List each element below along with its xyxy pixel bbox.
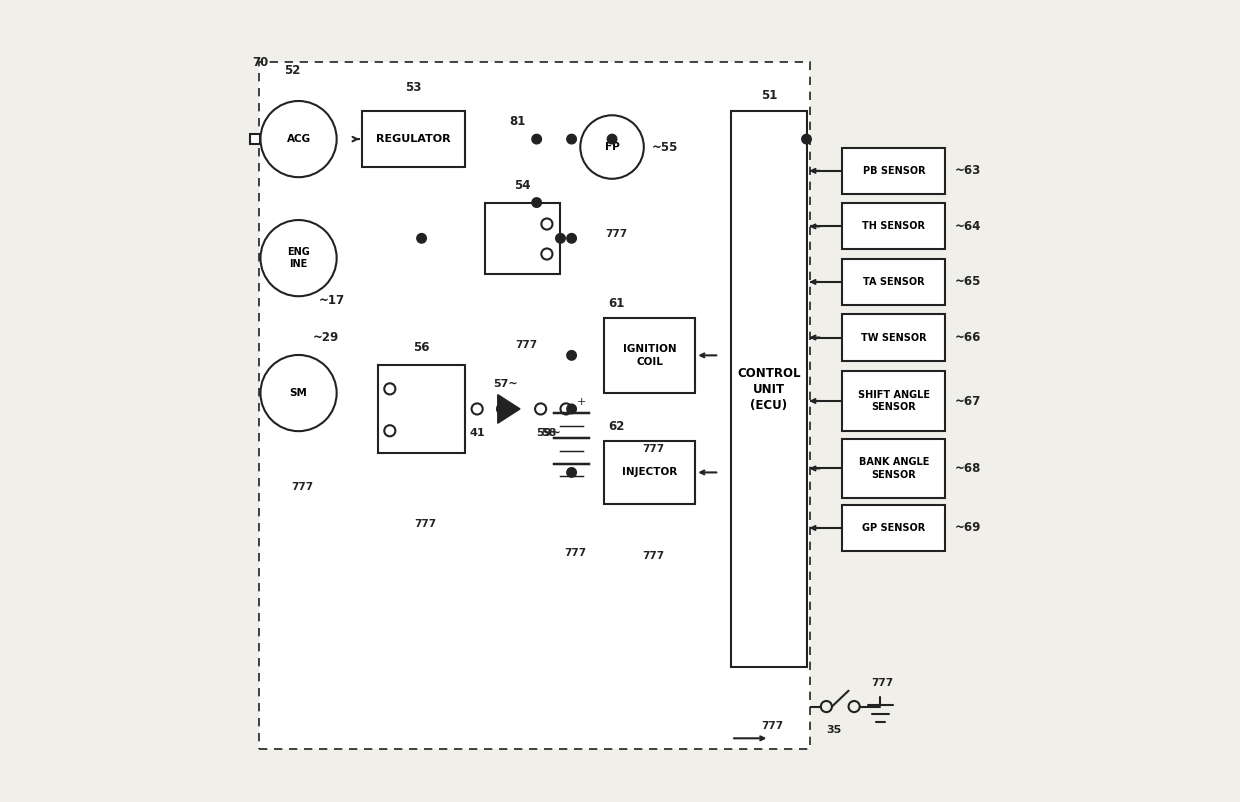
Text: 777: 777 (414, 519, 436, 529)
Text: 58: 58 (541, 427, 557, 438)
Bar (842, 204, 945, 249)
Circle shape (567, 350, 577, 360)
Bar (250, 134, 260, 144)
Bar (842, 314, 945, 361)
Bar (842, 439, 945, 498)
Text: 53: 53 (405, 81, 422, 94)
Text: 777: 777 (516, 340, 538, 350)
Circle shape (580, 115, 644, 179)
Text: TA SENSOR: TA SENSOR (863, 277, 925, 287)
Circle shape (260, 101, 337, 177)
Text: TH SENSOR: TH SENSOR (862, 221, 925, 232)
Circle shape (532, 198, 542, 208)
Bar (604, 318, 696, 393)
Text: ~63: ~63 (955, 164, 981, 177)
Text: ~65: ~65 (955, 275, 981, 289)
Circle shape (260, 355, 337, 431)
Text: SM: SM (290, 388, 308, 398)
Text: TW SENSOR: TW SENSOR (861, 333, 926, 342)
Bar (485, 203, 560, 274)
Text: 61: 61 (608, 297, 625, 310)
Text: INJECTOR: INJECTOR (622, 468, 677, 477)
Text: 51: 51 (760, 89, 777, 102)
Text: ~68: ~68 (955, 462, 981, 475)
Text: 777: 777 (761, 722, 784, 731)
Text: ~66: ~66 (955, 331, 981, 344)
Bar (732, 111, 806, 667)
Text: ~29: ~29 (312, 331, 339, 344)
Bar (842, 505, 945, 551)
Bar (259, 62, 811, 748)
Circle shape (802, 134, 811, 144)
Text: 81: 81 (508, 115, 526, 128)
Text: ENG
INE: ENG INE (288, 247, 310, 269)
Text: GP SENSOR: GP SENSOR (862, 523, 925, 533)
Text: ~55: ~55 (652, 140, 678, 153)
Text: FP: FP (605, 142, 620, 152)
Text: 35: 35 (827, 725, 842, 735)
Text: ~67: ~67 (955, 395, 981, 407)
Circle shape (417, 233, 427, 243)
Text: 70: 70 (253, 56, 269, 70)
Text: ACG: ACG (286, 134, 311, 144)
Bar (842, 259, 945, 305)
Text: 57~: 57~ (494, 379, 517, 388)
Circle shape (567, 233, 577, 243)
Circle shape (556, 233, 565, 243)
Bar (842, 148, 945, 194)
Text: 777: 777 (870, 678, 893, 688)
Bar (362, 111, 465, 167)
Text: 777: 777 (605, 229, 627, 239)
Text: CONTROL
UNIT
(ECU): CONTROL UNIT (ECU) (737, 367, 801, 411)
Text: REGULATOR: REGULATOR (376, 134, 451, 144)
Text: +: + (577, 397, 585, 407)
Bar (842, 371, 945, 431)
Bar (378, 365, 465, 452)
Text: ~64: ~64 (955, 220, 981, 233)
Text: IGNITION
COIL: IGNITION COIL (622, 344, 677, 367)
Circle shape (567, 468, 577, 477)
Text: 56: 56 (413, 342, 430, 354)
Bar (604, 440, 696, 504)
Circle shape (260, 220, 337, 296)
Text: 777: 777 (642, 551, 665, 561)
Text: SHIFT ANGLE
SENSOR: SHIFT ANGLE SENSOR (858, 390, 930, 412)
Circle shape (567, 134, 577, 144)
Text: 59~: 59~ (536, 427, 560, 438)
Text: 777: 777 (564, 548, 587, 557)
Polygon shape (497, 395, 520, 423)
Circle shape (567, 404, 577, 414)
Text: 62: 62 (608, 420, 625, 433)
Text: BANK ANGLE
SENSOR: BANK ANGLE SENSOR (858, 457, 929, 480)
Circle shape (608, 134, 616, 144)
Text: 777: 777 (642, 444, 665, 454)
Text: 52: 52 (284, 64, 300, 77)
Circle shape (532, 134, 542, 144)
Text: 777: 777 (291, 482, 314, 492)
Text: 41: 41 (469, 427, 485, 438)
Text: PB SENSOR: PB SENSOR (863, 166, 925, 176)
Text: ~69: ~69 (955, 521, 981, 534)
Text: ~17: ~17 (319, 294, 345, 306)
Text: 54: 54 (515, 179, 531, 192)
